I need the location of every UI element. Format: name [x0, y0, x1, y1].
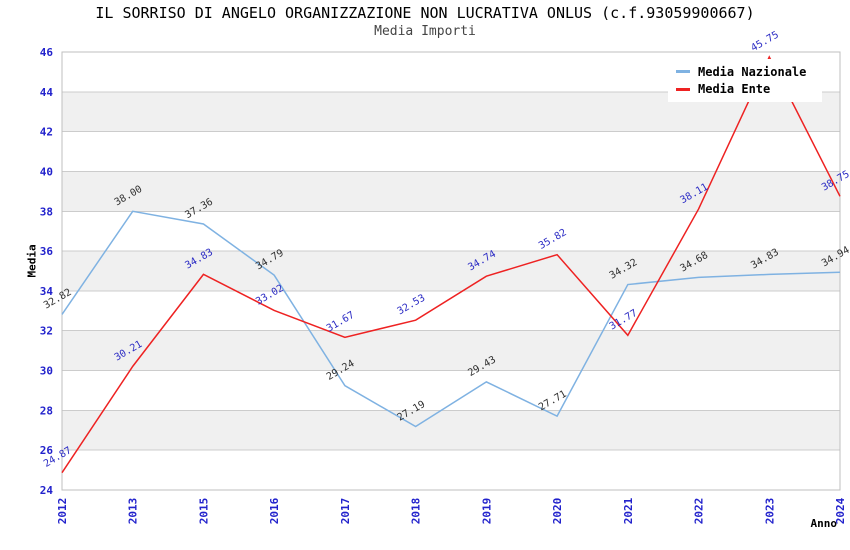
y-axis-title: Media: [25, 244, 39, 278]
y-tick-label: 32: [40, 325, 53, 338]
y-tick-label: 42: [40, 126, 53, 139]
legend-swatch-media-ente-icon: [676, 87, 690, 91]
x-tick-label: 2016: [268, 497, 281, 524]
y-tick-label: 38: [40, 205, 53, 218]
plot-band: [62, 330, 840, 371]
legend-label-media-nazionale: Media Nazionale: [698, 64, 807, 79]
plot-band: [62, 171, 840, 212]
y-tick-label: 34: [40, 285, 54, 298]
chart-subtitle: Media Importi: [374, 24, 476, 39]
legend-item-media-nazionale: Media Nazionale: [676, 64, 822, 80]
y-tick-label: 24: [40, 484, 54, 497]
x-tick-label: 2024: [834, 497, 847, 524]
plot-border: [61, 51, 841, 491]
y-tick-label: 30: [40, 365, 53, 378]
plot-band: [62, 410, 840, 451]
y-tick-label: 26: [40, 444, 54, 457]
data-label: 35.82: [537, 227, 569, 252]
series-line-media-ente: [61, 55, 841, 474]
y-tick-label: 28: [40, 404, 53, 417]
x-axis-title: Anno: [810, 517, 838, 530]
x-tick-label: 2017: [339, 498, 352, 525]
x-tick-label: 2022: [693, 498, 706, 525]
series-line-media-nazionale: [61, 210, 841, 428]
x-tick-label: 2018: [410, 498, 423, 525]
x-tick-label: 2015: [197, 498, 210, 525]
y-tick-label: 36: [40, 245, 54, 258]
chart-title: IL SORRISO DI ANGELO ORGANIZZAZIONE NON …: [95, 4, 755, 22]
data-label: 27.71: [537, 389, 569, 414]
y-tick-label: 46: [40, 46, 54, 59]
data-label: 45.75: [749, 30, 781, 55]
x-tick-label: 2012: [56, 498, 69, 525]
x-tick-label: 2013: [127, 498, 140, 525]
legend-item-media-ente: Media Ente: [676, 81, 822, 97]
x-tick-label: 2023: [763, 498, 776, 525]
data-label: 32.53: [396, 293, 428, 318]
x-tick-label: 2021: [622, 497, 635, 524]
plot-band: [62, 251, 840, 291]
x-tick-label: 2020: [551, 498, 564, 525]
legend-label-media-ente: Media Ente: [698, 82, 771, 96]
y-tick-label: 44: [40, 86, 54, 99]
legend: Media Nazionale Media Ente: [668, 59, 822, 102]
legend-swatch-media-nazionale-icon: [676, 70, 690, 73]
y-tick-label: 40: [40, 165, 53, 178]
x-tick-label: 2019: [480, 498, 493, 525]
